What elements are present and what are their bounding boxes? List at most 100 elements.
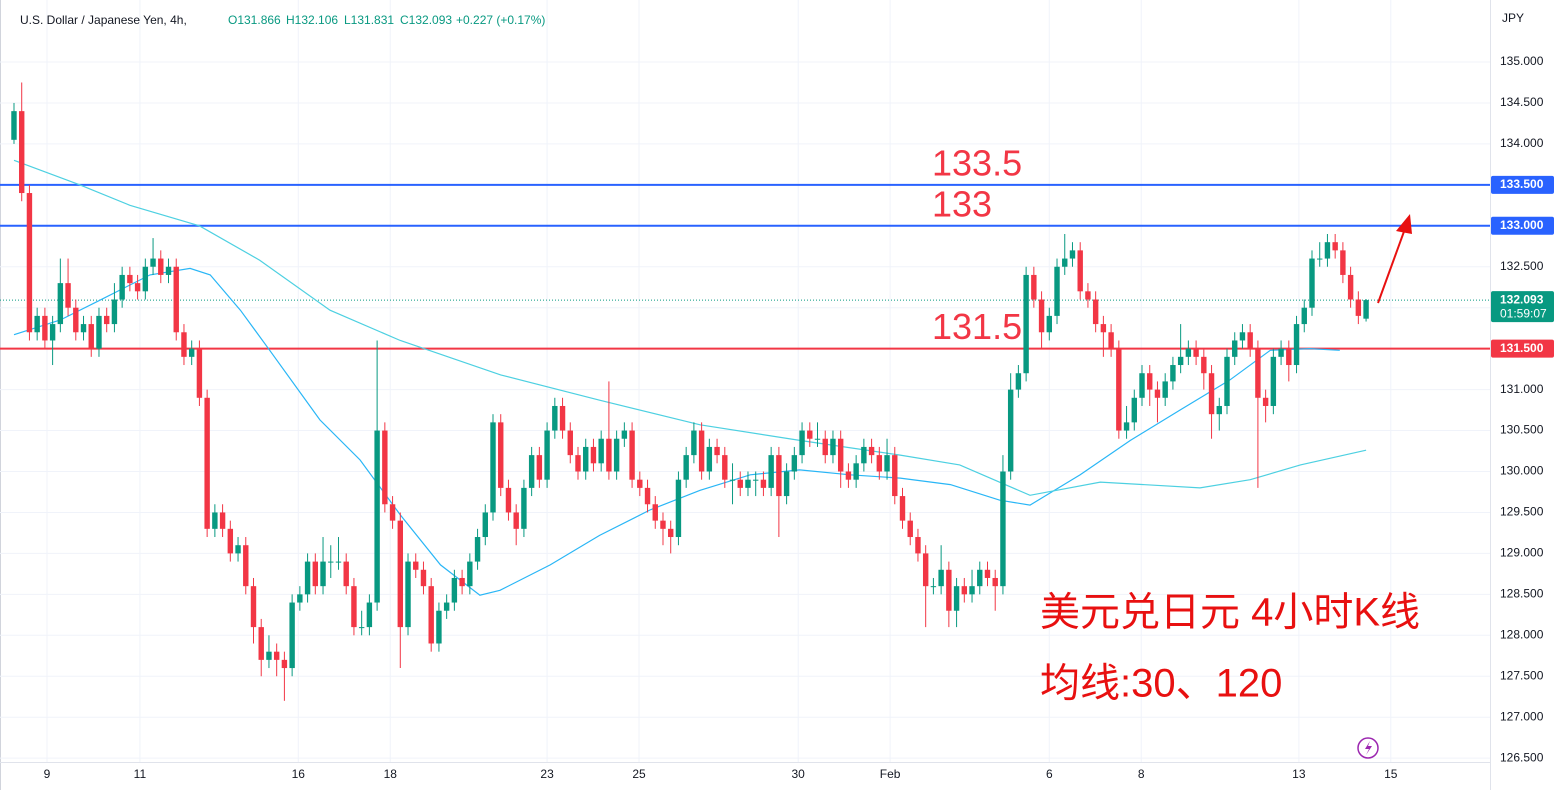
candle-body	[1363, 300, 1369, 319]
candle-body	[729, 479, 736, 481]
candle-body	[428, 586, 434, 644]
candle-body	[977, 569, 983, 587]
x-tick-label: 23	[540, 767, 554, 781]
candle-body	[134, 283, 141, 292]
candle-body	[930, 586, 937, 588]
candle-body	[26, 193, 33, 333]
y-tick-label: 134.000	[1500, 136, 1544, 150]
candle-body	[884, 455, 890, 472]
candle-body	[953, 586, 960, 611]
alert-icon[interactable]	[1357, 737, 1379, 759]
candle-body	[691, 430, 697, 456]
candle-body	[88, 324, 94, 349]
ohlc-open: O131.866	[228, 13, 281, 27]
candle-body	[150, 258, 156, 267]
candle-body	[73, 307, 79, 333]
candle-body	[513, 512, 519, 529]
candle-body	[1201, 356, 1207, 374]
candle-body	[714, 446, 720, 456]
candle-body	[1123, 422, 1130, 431]
x-tick-label: 8	[1138, 767, 1145, 781]
candle-body	[173, 266, 179, 333]
countdown: 01:59:07	[1500, 306, 1547, 320]
candle-body	[142, 266, 149, 292]
candle-body	[907, 520, 913, 538]
candle-body	[861, 446, 867, 464]
candle-body	[876, 455, 883, 472]
candle-body	[1262, 397, 1269, 406]
last-price-tag	[1491, 291, 1554, 323]
alert-bolt	[1365, 741, 1372, 755]
candle-body	[606, 438, 612, 472]
candle-body	[1147, 373, 1153, 390]
x-tick-label: 30	[792, 767, 806, 781]
candle-body	[868, 446, 875, 456]
candle-body	[683, 455, 689, 480]
moving-average	[13, 267, 1340, 596]
candle-body	[613, 438, 620, 472]
candle-body	[899, 496, 906, 521]
candle-body	[451, 577, 458, 603]
candle-body	[1154, 389, 1161, 398]
candle-body	[467, 561, 473, 587]
level-tag-label: 133.500	[1500, 177, 1544, 191]
candle-body	[706, 446, 713, 472]
candle-body	[1185, 348, 1192, 357]
candle-body	[250, 586, 257, 628]
candle-body	[984, 569, 991, 578]
ohlc-high: H132.106	[286, 13, 338, 27]
level-tag	[1491, 175, 1554, 194]
candle-body	[443, 602, 450, 611]
candle-body	[459, 577, 465, 587]
candle-body	[1062, 258, 1068, 267]
candle-body	[1208, 373, 1215, 415]
candle-body	[1324, 242, 1331, 259]
candle-body	[335, 561, 342, 563]
candle-body	[34, 315, 40, 333]
candle-body	[552, 405, 558, 431]
candle-body	[807, 430, 813, 439]
candle-body	[621, 430, 628, 439]
candle-body	[1092, 299, 1099, 325]
candle-body	[830, 438, 836, 456]
arrow-line	[1377, 225, 1407, 304]
candle-body	[212, 512, 218, 529]
candle-body	[57, 283, 64, 325]
x-tick-label: 18	[384, 767, 398, 781]
candle-body	[219, 512, 226, 529]
candle-body	[845, 471, 852, 480]
candle-body	[165, 266, 172, 275]
candle-body	[768, 455, 774, 488]
note-title: 美元兑日元 4小时K线	[1040, 591, 1420, 635]
candle-body	[1232, 340, 1238, 357]
candle-body	[366, 602, 373, 628]
y-tick-label: 126.500	[1500, 750, 1544, 764]
level-annotation: 133.5	[932, 142, 1022, 183]
candle-body	[235, 545, 241, 554]
x-tick-label: 13	[1292, 767, 1306, 781]
candle-body	[583, 446, 589, 472]
candle-body	[1332, 242, 1338, 251]
candle-body	[853, 463, 859, 480]
candle-body	[892, 455, 898, 497]
candle-body	[243, 545, 249, 587]
candle-body	[783, 471, 790, 497]
candle-body	[1239, 332, 1246, 341]
candle-body	[158, 258, 164, 275]
moving-average	[13, 159, 1367, 496]
candle-body	[374, 430, 380, 603]
candle-body	[1000, 471, 1006, 587]
candle-body	[1247, 332, 1253, 349]
candle-body	[652, 504, 658, 521]
axes: 126.500 127.000 127.500 128.000 128.500 129.0…	[44, 54, 1554, 781]
x-tick-label: 16	[292, 767, 306, 781]
candle-body	[969, 586, 975, 595]
y-tick-label: 132.500	[1500, 259, 1544, 273]
level-tag	[1491, 216, 1554, 235]
candle-body	[938, 569, 944, 587]
candle-body	[505, 487, 512, 513]
candle-body	[1015, 373, 1022, 390]
candle-body	[103, 315, 110, 325]
candle-body	[1301, 307, 1307, 325]
